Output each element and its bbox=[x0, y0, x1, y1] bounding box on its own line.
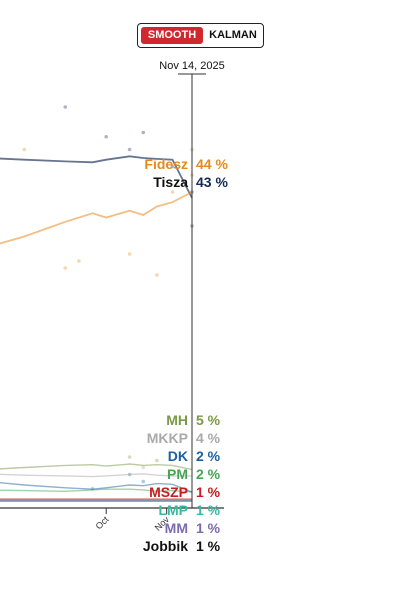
label-value-mh: 5 % bbox=[196, 412, 221, 428]
series-line-fidesz bbox=[0, 191, 193, 245]
label-name-pm: PM bbox=[167, 466, 188, 482]
label-value-mkkp: 4 % bbox=[196, 430, 221, 446]
series-line-mkkp bbox=[0, 473, 192, 478]
smooth-button[interactable]: SMOOTH bbox=[141, 27, 203, 44]
poll-point bbox=[127, 252, 132, 256]
label-value-pm: 2 % bbox=[196, 466, 221, 482]
poll-point bbox=[155, 458, 159, 463]
poll-point bbox=[155, 273, 159, 277]
poll-point bbox=[104, 134, 108, 139]
label-name-mkkp: MKKP bbox=[147, 430, 188, 446]
label-name-dk: DK bbox=[168, 448, 188, 464]
poll-point bbox=[141, 465, 146, 470]
label-name-lmp: LMP bbox=[158, 502, 188, 518]
poll-point bbox=[141, 479, 146, 484]
series-line-pm bbox=[0, 488, 193, 493]
label-name-tisza: Tisza bbox=[153, 174, 188, 190]
series-line-dk bbox=[0, 482, 193, 493]
label-value-mszp: 1 % bbox=[196, 484, 221, 500]
poll-point bbox=[141, 130, 146, 135]
poll-point bbox=[127, 455, 132, 459]
kalman-smooth-toggle[interactable]: SMOOTH KALMAN bbox=[137, 23, 264, 48]
poll-point bbox=[63, 266, 68, 270]
x-tick-label: Oct bbox=[94, 514, 111, 531]
label-value-lmp: 1 % bbox=[196, 502, 221, 518]
label-name-mm: MM bbox=[165, 520, 188, 536]
label-name-fidesz: Fidesz bbox=[144, 156, 188, 172]
label-value-tisza: 43 % bbox=[196, 174, 228, 190]
label-name-jobbik: Jobbik bbox=[143, 538, 188, 554]
poll-point bbox=[170, 164, 175, 169]
poll-point bbox=[22, 147, 27, 152]
cursor-date: Nov 14, 2025 bbox=[159, 60, 224, 72]
label-value-fidesz: 44 % bbox=[196, 156, 228, 172]
series-line-mh bbox=[0, 463, 193, 471]
label-name-mszp: MSZP bbox=[149, 484, 188, 500]
poll-point bbox=[77, 259, 81, 263]
poll-point bbox=[127, 147, 132, 152]
poll-point bbox=[170, 190, 175, 194]
kalman-button[interactable]: KALMAN bbox=[209, 29, 257, 41]
series-line-tisza bbox=[0, 155, 193, 199]
label-value-jobbik: 1 % bbox=[196, 538, 221, 554]
label-value-dk: 2 % bbox=[196, 448, 221, 464]
label-name-mh: MH bbox=[166, 412, 188, 428]
poll-point bbox=[63, 105, 68, 109]
label-value-mm: 1 % bbox=[196, 520, 221, 536]
